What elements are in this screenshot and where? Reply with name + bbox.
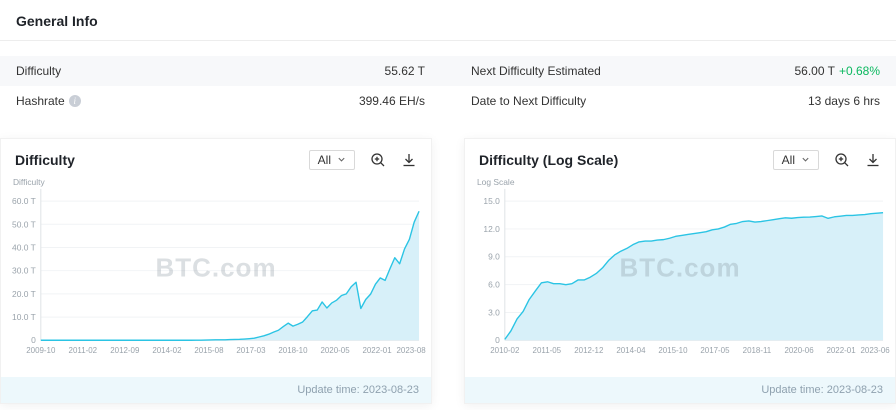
chart-plot-area[interactable]: 0 3.0 6.0 9.0 12.0 15.0 2010-02 2011-05 2012-12 2… bbox=[465, 176, 895, 377]
zoom-in-icon[interactable] bbox=[369, 152, 386, 169]
svg-text:60.0 T: 60.0 T bbox=[12, 196, 36, 206]
svg-text:2015-08: 2015-08 bbox=[194, 346, 224, 355]
svg-text:6.0: 6.0 bbox=[488, 280, 500, 290]
svg-text:0: 0 bbox=[31, 335, 36, 345]
svg-text:Difficulty: Difficulty bbox=[13, 177, 46, 187]
next-difficulty-cell: Next Difficulty Estimated 56.00 T +0.68% bbox=[441, 56, 896, 86]
svg-text:2012-12: 2012-12 bbox=[574, 346, 603, 355]
svg-text:2014-02: 2014-02 bbox=[152, 346, 181, 355]
next-difficulty-amount: 56.00 T bbox=[794, 64, 835, 78]
chart-cards: Difficulty All bbox=[0, 138, 896, 404]
svg-text:30.0 T: 30.0 T bbox=[12, 266, 36, 276]
svg-text:40.0 T: 40.0 T bbox=[12, 243, 36, 253]
svg-text:2011-05: 2011-05 bbox=[533, 346, 562, 355]
svg-text:9.0: 9.0 bbox=[488, 252, 500, 262]
svg-text:2017-03: 2017-03 bbox=[236, 346, 266, 355]
difficulty-log-area-chart[interactable]: 0 3.0 6.0 9.0 12.0 15.0 2010-02 2011-05 2012-12 2… bbox=[465, 176, 895, 364]
chevron-down-icon bbox=[337, 153, 346, 167]
difficulty-area-chart[interactable]: 0 10.0 T 20.0 T 30.0 T 40.0 T 50.0 T 60.0 T 200… bbox=[1, 176, 431, 364]
svg-text:0: 0 bbox=[495, 335, 500, 345]
date-to-next-difficulty-value: 13 days 6 hrs bbox=[807, 94, 880, 108]
update-time-bar: Update time: 2023-08-23 bbox=[1, 377, 431, 403]
info-icon[interactable]: i bbox=[68, 95, 81, 107]
difficulty-value: 55.62 T bbox=[384, 64, 425, 78]
svg-text:2014-04: 2014-04 bbox=[616, 346, 646, 355]
svg-text:2018-11: 2018-11 bbox=[743, 346, 772, 355]
hashrate-cell: Hashrate i 399.46 EH/s bbox=[0, 86, 441, 116]
download-icon[interactable] bbox=[864, 152, 881, 169]
chart-title: Difficulty bbox=[15, 152, 75, 168]
svg-text:2023-06: 2023-06 bbox=[861, 346, 891, 355]
svg-text:Log Scale: Log Scale bbox=[477, 177, 515, 187]
range-select[interactable]: All bbox=[308, 150, 355, 170]
svg-text:10.0 T: 10.0 T bbox=[12, 312, 36, 322]
chevron-down-icon bbox=[801, 153, 810, 167]
table-row: Difficulty 55.62 T Next Difficulty Estim… bbox=[0, 56, 896, 86]
svg-text:2017-05: 2017-05 bbox=[700, 346, 730, 355]
range-select[interactable]: All bbox=[772, 150, 819, 170]
svg-text:2011-02: 2011-02 bbox=[69, 346, 98, 355]
svg-text:15.0: 15.0 bbox=[483, 196, 500, 206]
next-difficulty-label: Next Difficulty Estimated bbox=[471, 64, 601, 78]
update-time-bar: Update time: 2023-08-23 bbox=[465, 377, 895, 403]
hashrate-label-text: Hashrate bbox=[16, 94, 65, 108]
difficulty-label: Difficulty bbox=[16, 64, 62, 78]
svg-text:2022-01: 2022-01 bbox=[362, 346, 392, 355]
zoom-in-icon[interactable] bbox=[833, 152, 850, 169]
svg-text:12.0: 12.0 bbox=[483, 224, 500, 234]
svg-text:3.0: 3.0 bbox=[488, 307, 500, 317]
svg-text:2009-10: 2009-10 bbox=[26, 346, 56, 355]
svg-text:2022-01: 2022-01 bbox=[826, 346, 856, 355]
svg-text:2015-10: 2015-10 bbox=[658, 346, 688, 355]
card-header: Difficulty All bbox=[1, 139, 431, 176]
hashrate-value: 399.46 EH/s bbox=[358, 94, 425, 108]
svg-text:2018-10: 2018-10 bbox=[278, 346, 308, 355]
chart-controls: All bbox=[308, 150, 417, 170]
next-difficulty-value: 56.00 T +0.68% bbox=[794, 56, 880, 86]
next-difficulty-change: +0.68% bbox=[838, 64, 880, 78]
range-select-value: All bbox=[781, 153, 795, 167]
chart-controls: All bbox=[772, 150, 881, 170]
svg-text:2023-08: 2023-08 bbox=[397, 346, 427, 355]
svg-text:2010-02: 2010-02 bbox=[490, 346, 519, 355]
difficulty-cell: Difficulty 55.62 T bbox=[0, 56, 441, 86]
svg-text:2020-05: 2020-05 bbox=[320, 346, 350, 355]
date-to-next-difficulty-cell: Date to Next Difficulty 13 days 6 hrs bbox=[441, 86, 896, 116]
download-icon[interactable] bbox=[400, 152, 417, 169]
general-info-table: Difficulty 55.62 T Next Difficulty Estim… bbox=[0, 56, 896, 116]
chart-title: Difficulty (Log Scale) bbox=[479, 152, 619, 168]
hashrate-label: Hashrate i bbox=[16, 86, 81, 116]
svg-text:2012-09: 2012-09 bbox=[110, 346, 140, 355]
difficulty-chart-card: Difficulty All bbox=[0, 138, 432, 404]
date-to-next-difficulty-label: Date to Next Difficulty bbox=[471, 94, 587, 108]
svg-text:20.0 T: 20.0 T bbox=[12, 289, 36, 299]
chart-plot-area[interactable]: 0 10.0 T 20.0 T 30.0 T 40.0 T 50.0 T 60.0 T 200… bbox=[1, 176, 431, 377]
svg-text:2020-06: 2020-06 bbox=[784, 346, 814, 355]
difficulty-log-chart-card: Difficulty (Log Scale) All bbox=[464, 138, 896, 404]
card-header: Difficulty (Log Scale) All bbox=[465, 139, 895, 176]
page-title: General Info bbox=[0, 0, 896, 41]
svg-text:50.0 T: 50.0 T bbox=[12, 219, 36, 229]
range-select-value: All bbox=[317, 153, 331, 167]
table-row: Hashrate i 399.46 EH/s Date to Next Diff… bbox=[0, 86, 896, 116]
